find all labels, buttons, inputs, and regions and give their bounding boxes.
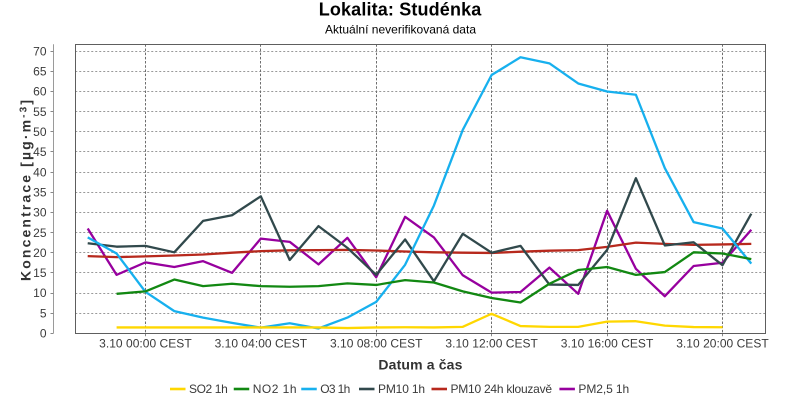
svg-text:15: 15 bbox=[33, 266, 47, 280]
svg-text:Aktuální neverifikovaná data: Aktuální neverifikovaná data bbox=[325, 23, 476, 37]
svg-text:20: 20 bbox=[33, 246, 47, 260]
svg-text:55: 55 bbox=[33, 105, 47, 119]
svg-text:10: 10 bbox=[33, 286, 47, 300]
svg-text:3.10 16:00 CEST: 3.10 16:00 CEST bbox=[561, 337, 654, 351]
svg-text:45: 45 bbox=[33, 145, 47, 159]
svg-text:25: 25 bbox=[33, 226, 47, 240]
svg-text:Koncentrace [µg·m-3]: Koncentrace [µg·m-3] bbox=[17, 100, 33, 281]
svg-text:50: 50 bbox=[33, 125, 47, 139]
svg-text:35: 35 bbox=[33, 185, 47, 199]
svg-text:NO2 1h: NO2 1h bbox=[253, 382, 297, 396]
svg-text:Datum a čas: Datum a čas bbox=[378, 357, 462, 373]
svg-text:70: 70 bbox=[33, 44, 47, 58]
svg-text:3.10 08:00 CEST: 3.10 08:00 CEST bbox=[330, 337, 423, 351]
svg-text:Lokalita: Studénka: Lokalita: Studénka bbox=[319, 0, 482, 20]
svg-text:30: 30 bbox=[33, 206, 47, 220]
svg-text:60: 60 bbox=[33, 85, 47, 99]
svg-text:65: 65 bbox=[33, 65, 47, 79]
svg-text:O3 1h: O3 1h bbox=[320, 382, 350, 396]
svg-text:3.10 12:00 CEST: 3.10 12:00 CEST bbox=[445, 337, 538, 351]
svg-text:PM2,5 1h: PM2,5 1h bbox=[578, 382, 629, 396]
svg-text:40: 40 bbox=[33, 165, 47, 179]
svg-text:3.10 04:00 CEST: 3.10 04:00 CEST bbox=[215, 337, 308, 351]
svg-text:3.10 00:00 CEST: 3.10 00:00 CEST bbox=[99, 337, 192, 351]
svg-text:PM10 1h: PM10 1h bbox=[378, 382, 425, 396]
svg-text:PM10 24h klouzavě: PM10 24h klouzavě bbox=[451, 382, 553, 396]
svg-text:0: 0 bbox=[40, 327, 47, 341]
svg-text:3.10 20:00 CEST: 3.10 20:00 CEST bbox=[676, 337, 769, 351]
svg-text:SO2 1h: SO2 1h bbox=[189, 382, 228, 396]
svg-text:5: 5 bbox=[40, 306, 47, 320]
